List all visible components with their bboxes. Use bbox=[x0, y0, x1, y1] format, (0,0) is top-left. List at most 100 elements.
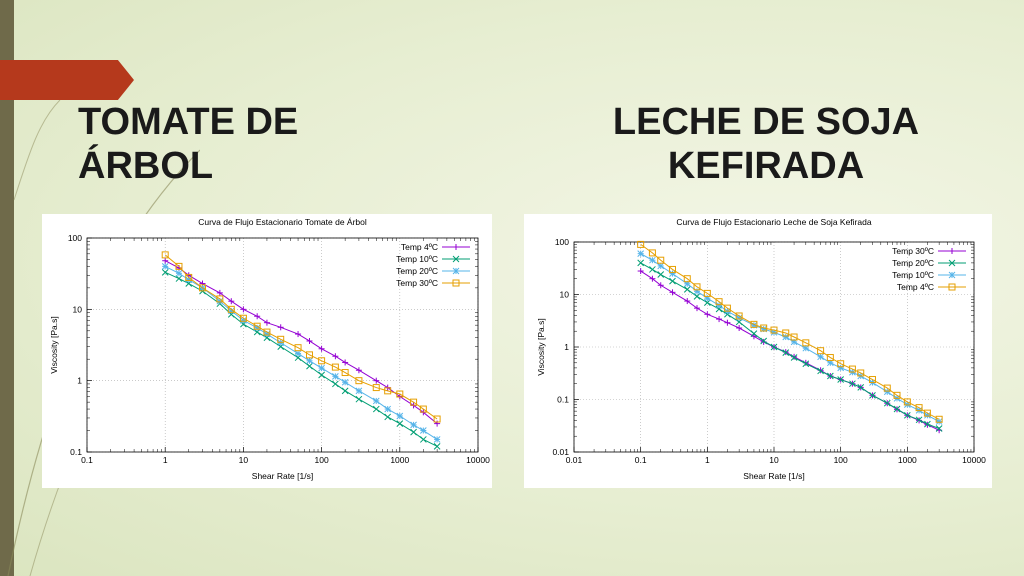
data-point bbox=[341, 387, 349, 395]
x-tick-label: 1000 bbox=[898, 455, 917, 465]
data-point bbox=[419, 436, 427, 443]
title-right-line1: LECHE DE SOJA bbox=[612, 101, 920, 143]
legend-label: Temp 10ºC bbox=[892, 270, 934, 280]
data-point bbox=[410, 421, 417, 429]
data-point bbox=[240, 306, 247, 313]
y-tick-label: 100 bbox=[68, 233, 82, 243]
data-point bbox=[277, 324, 284, 331]
data-point bbox=[817, 347, 825, 355]
data-point bbox=[923, 409, 931, 417]
x-tick-label: 1 bbox=[705, 455, 710, 465]
chart-title: Curva de Flujo Estacionario Tomate de Ár… bbox=[198, 217, 367, 227]
data-point bbox=[683, 286, 691, 293]
legend-label: Temp 30ºC bbox=[892, 246, 934, 256]
y-tick-label: 0.1 bbox=[70, 447, 82, 457]
chart-title: Curva de Flujo Estacionario Leche de Soj… bbox=[676, 217, 871, 227]
series-1 bbox=[637, 259, 943, 432]
data-point bbox=[857, 384, 865, 391]
x-tick-label: 100 bbox=[834, 455, 848, 465]
legend-label: Temp 10ºC bbox=[396, 254, 438, 264]
data-point bbox=[790, 354, 798, 361]
y-tick-label: 1 bbox=[564, 342, 569, 352]
data-point bbox=[384, 387, 392, 395]
data-point bbox=[384, 413, 392, 421]
data-point bbox=[305, 351, 313, 359]
data-point bbox=[790, 333, 798, 341]
data-point bbox=[175, 275, 183, 282]
data-point bbox=[419, 427, 427, 434]
x-tick-label: 10 bbox=[239, 455, 249, 465]
data-point bbox=[848, 365, 856, 373]
data-point bbox=[253, 322, 261, 330]
data-point bbox=[372, 405, 380, 413]
data-point bbox=[637, 259, 645, 267]
data-point bbox=[893, 405, 901, 413]
legend-label: Temp 20ºC bbox=[892, 258, 934, 268]
y-tick-label: 1 bbox=[77, 376, 82, 386]
data-point bbox=[372, 384, 380, 392]
data-point bbox=[723, 304, 731, 312]
data-point bbox=[883, 384, 891, 392]
data-point bbox=[935, 415, 943, 423]
data-point bbox=[703, 289, 711, 297]
data-point bbox=[716, 316, 723, 323]
data-point bbox=[306, 357, 313, 365]
data-point bbox=[693, 287, 701, 295]
data-point bbox=[396, 420, 404, 427]
chart-panel-tomate: Curva de Flujo Estacionario Tomate de Ár… bbox=[42, 214, 492, 488]
plot-frame bbox=[86, 237, 479, 453]
data-point bbox=[161, 263, 169, 270]
y-tick-label: 10 bbox=[560, 290, 570, 300]
data-point bbox=[669, 289, 676, 296]
data-point bbox=[332, 353, 339, 360]
data-point bbox=[693, 293, 701, 300]
data-point bbox=[668, 265, 676, 273]
data-point bbox=[185, 273, 193, 281]
data-point bbox=[903, 398, 911, 406]
y-tick-label: 0.01 bbox=[552, 447, 569, 457]
data-point bbox=[410, 398, 418, 406]
data-point bbox=[657, 262, 665, 270]
data-point bbox=[294, 350, 302, 357]
series-3 bbox=[161, 251, 441, 423]
series-line bbox=[640, 262, 940, 429]
legend-label: Temp 30ºC bbox=[396, 278, 438, 288]
chart-leche-de-soja-kefirada: Curva de Flujo Estacionario Leche de Soj… bbox=[536, 217, 986, 481]
data-point bbox=[637, 240, 645, 248]
data-point bbox=[637, 268, 644, 275]
x-tick-label: 10000 bbox=[466, 455, 490, 465]
x-tick-label: 0.1 bbox=[635, 455, 647, 465]
data-point bbox=[216, 289, 223, 296]
data-point bbox=[355, 387, 363, 395]
data-point bbox=[724, 319, 731, 326]
x-axis-label: Shear Rate [1/s] bbox=[252, 471, 313, 481]
x-tick-label: 0.1 bbox=[81, 455, 93, 465]
data-point bbox=[903, 411, 911, 419]
legend-marker bbox=[948, 259, 956, 267]
data-point bbox=[837, 376, 845, 383]
data-point bbox=[837, 364, 845, 372]
data-point bbox=[318, 364, 325, 372]
data-point bbox=[657, 271, 665, 278]
y-tick-label: 0.1 bbox=[557, 395, 569, 405]
data-point bbox=[227, 305, 235, 313]
data-point bbox=[318, 345, 325, 352]
data-point bbox=[331, 363, 339, 371]
data-point bbox=[175, 262, 183, 270]
legend: Temp 4ºC Temp 10ºC Temp 20ºC Temp 30ºC bbox=[396, 242, 470, 288]
data-point bbox=[228, 298, 235, 305]
data-point bbox=[782, 349, 790, 357]
data-point bbox=[318, 371, 325, 379]
legend-label: Temp 20ºC bbox=[396, 266, 438, 276]
data-point bbox=[306, 362, 313, 370]
data-point bbox=[883, 399, 891, 407]
series-line bbox=[164, 265, 438, 440]
plot-frame bbox=[573, 241, 975, 453]
data-point bbox=[924, 420, 931, 428]
data-point bbox=[161, 251, 169, 259]
data-point bbox=[935, 425, 943, 432]
legend-marker bbox=[452, 267, 460, 275]
series-line bbox=[164, 254, 438, 420]
data-point bbox=[396, 412, 404, 420]
y-tick-label: 10 bbox=[73, 304, 83, 314]
